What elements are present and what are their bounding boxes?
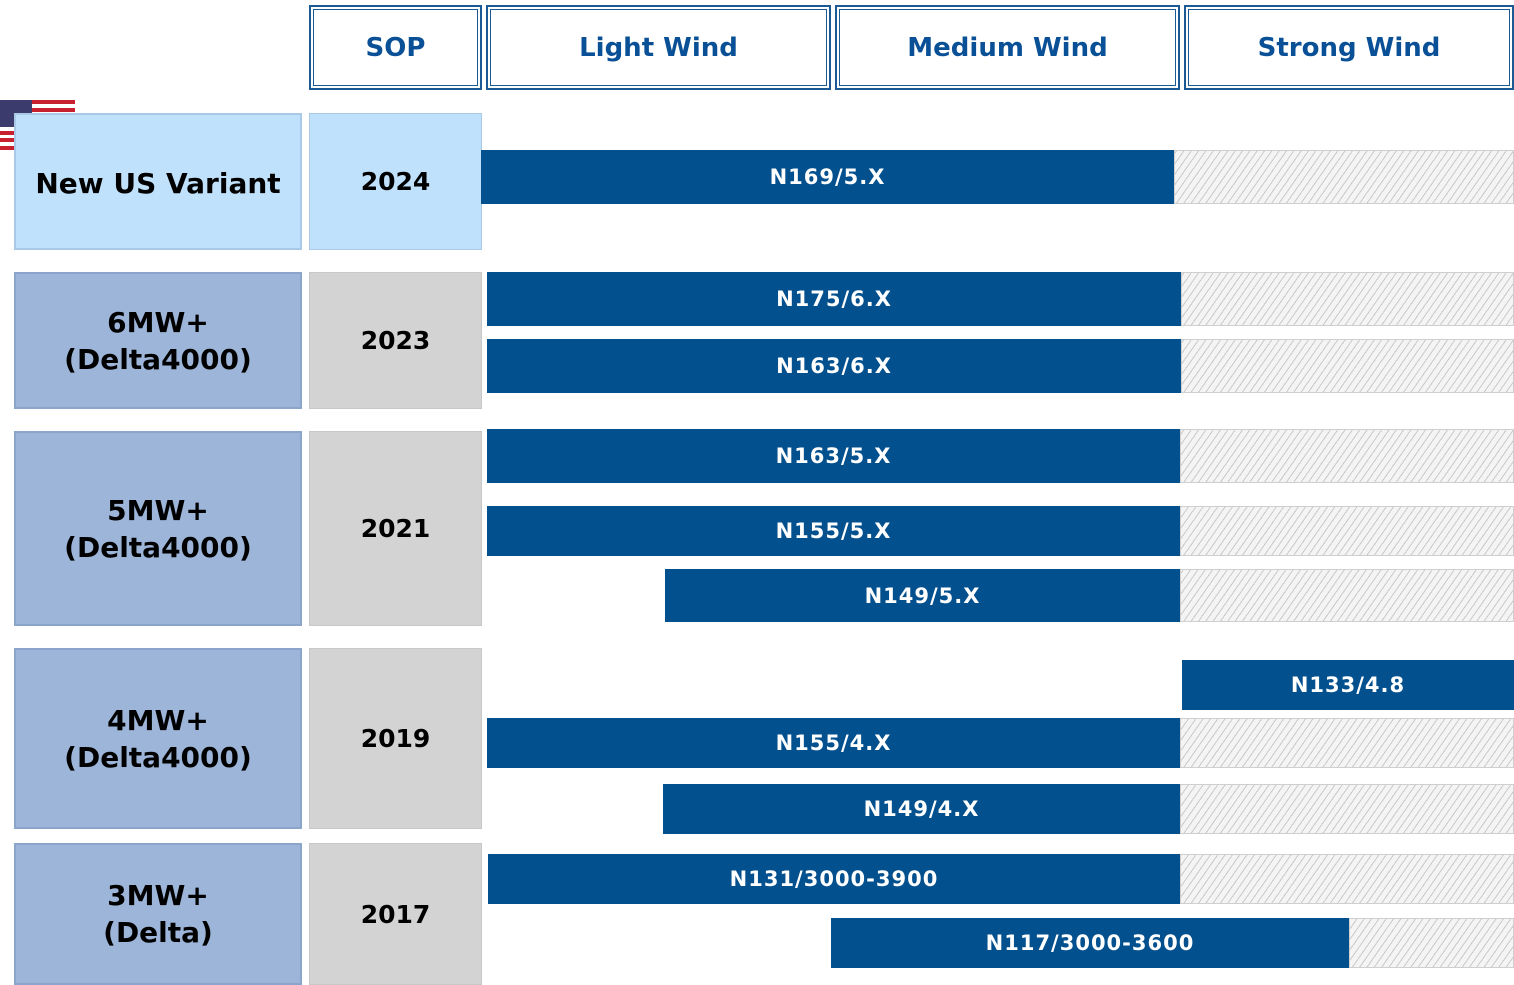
sop-year: 2017 [309,843,482,985]
hatched-range [1181,272,1514,326]
sop-year: 2024 [309,113,482,250]
product-bar: N117/3000-3600 [831,918,1349,968]
label-line: 3MW+ [107,879,209,912]
hatched-range [1349,918,1514,968]
row-label: 3MW+ (Delta) [14,843,302,985]
sop-year: 2019 [309,648,482,829]
hatched-range [1174,150,1514,204]
hatched-range [1180,854,1514,904]
column-header: Light Wind [486,5,831,90]
column-header: SOP [309,5,482,90]
product-bar: N163/6.X [487,339,1181,393]
product-bar: N155/4.X [487,718,1180,768]
label-line: (Delta) [103,916,213,949]
product-bar: N149/5.X [665,569,1180,622]
product-bar: N149/4.X [663,784,1180,834]
row-label: 6MW+ (Delta4000) [14,272,302,409]
column-header: Strong Wind [1184,5,1514,90]
label-line: (Delta4000) [64,740,252,774]
label-line: New US Variant [35,167,281,200]
hatched-range [1180,718,1514,768]
product-bar: N169/5.X [481,150,1174,204]
label-line: (Delta4000) [64,342,252,376]
hatched-range [1181,339,1514,393]
product-bar: N131/3000-3900 [488,854,1180,904]
label-line: (Delta4000) [64,530,252,564]
row-label: 5MW+ (Delta4000) [14,431,302,626]
product-bar: N133/4.8 [1182,660,1514,710]
product-bar: N175/6.X [487,272,1181,326]
column-header: Medium Wind [835,5,1180,90]
label-line: 6MW+ [107,305,209,339]
sop-year: 2021 [309,431,482,626]
row-label: New US Variant [14,113,302,250]
label-line: 5MW+ [107,493,209,527]
hatched-range [1180,569,1514,622]
product-bar: N155/5.X [487,506,1180,556]
label-line: 4MW+ [107,703,209,737]
product-bar: N163/5.X [487,429,1180,483]
hatched-range [1180,429,1514,483]
hatched-range [1180,784,1514,834]
hatched-range [1180,506,1514,556]
sop-year: 2023 [309,272,482,409]
row-label: 4MW+ (Delta4000) [14,648,302,829]
